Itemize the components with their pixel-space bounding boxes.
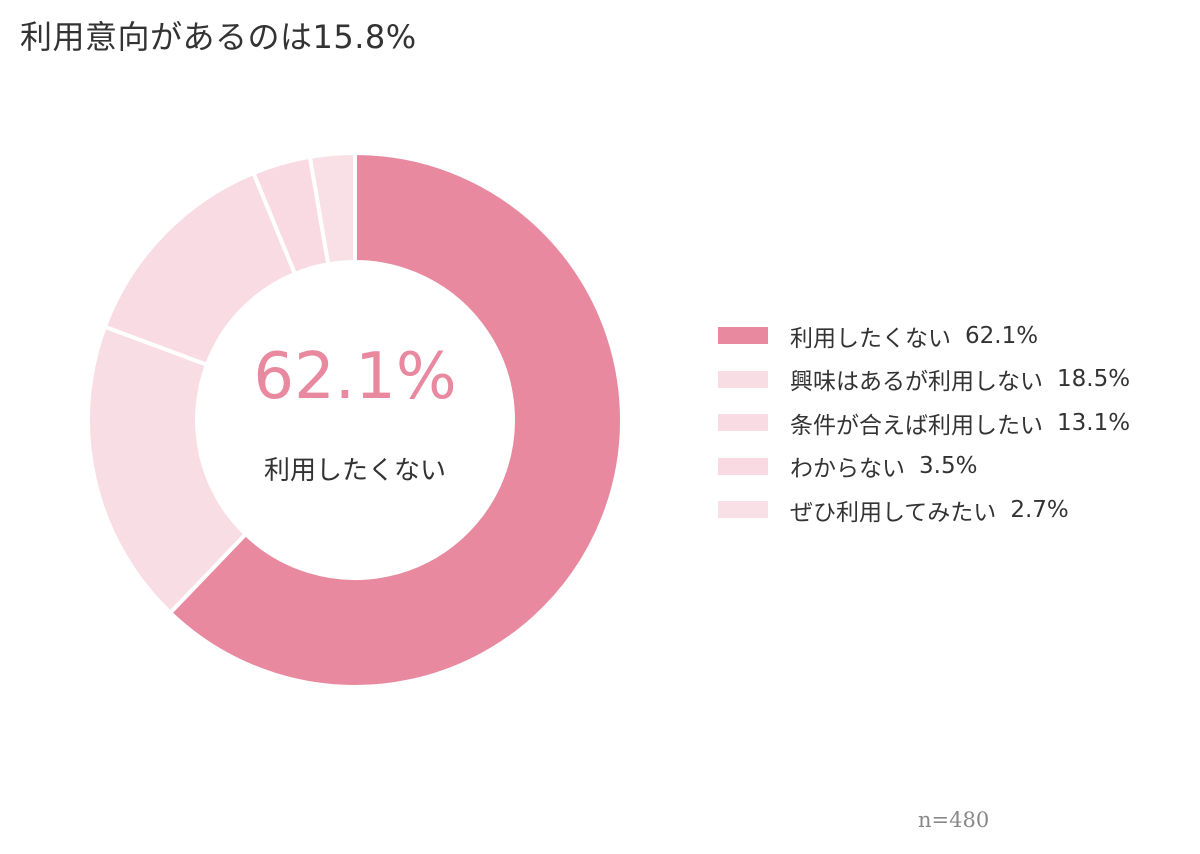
- legend-value: 62.1%: [965, 322, 1039, 349]
- donut-slice-5: [307, 150, 357, 267]
- legend-value: 13.1%: [1057, 409, 1131, 436]
- legend-label: 条件が合えば利用したい: [790, 412, 1043, 439]
- legend-item: ぜひ利用してみたい 2.7%: [718, 488, 1130, 532]
- legend-label: ぜひ利用してみたい: [790, 499, 997, 526]
- legend-swatch: [718, 414, 768, 432]
- legend-item: 興味はあるが利用しない 18.5%: [718, 358, 1130, 402]
- legend-label: わからない: [790, 456, 905, 483]
- center-label: 利用したくない: [263, 456, 446, 486]
- donut-slice-1: [167, 150, 624, 689]
- chart-title: 利用意向があるのは15.8%: [20, 18, 417, 56]
- legend-swatch: [718, 327, 768, 345]
- legend-item: 利用したくない 62.1%: [718, 314, 1130, 358]
- sample-size-note: n=480: [918, 808, 990, 832]
- legend-swatch: [718, 501, 768, 519]
- donut-slice-2: [86, 324, 249, 616]
- legend-label: 興味はあるが利用しない: [790, 369, 1043, 396]
- legend-item: 条件が合えば利用したい 13.1%: [718, 401, 1130, 445]
- legend-item: わからない 3.5%: [718, 445, 1130, 489]
- legend-swatch: [718, 370, 768, 388]
- center-percentage: 62.1%: [253, 340, 457, 414]
- legend-swatch: [718, 457, 768, 475]
- legend-label: 利用したくない: [790, 325, 951, 352]
- donut-chart: [86, 150, 624, 689]
- legend-value: 3.5%: [919, 453, 978, 480]
- legend-value: 18.5%: [1057, 366, 1131, 393]
- legend: 利用したくない 62.1% 興味はあるが利用しない 18.5% 条件が合えば利用…: [718, 314, 1130, 532]
- legend-value: 2.7%: [1010, 496, 1069, 523]
